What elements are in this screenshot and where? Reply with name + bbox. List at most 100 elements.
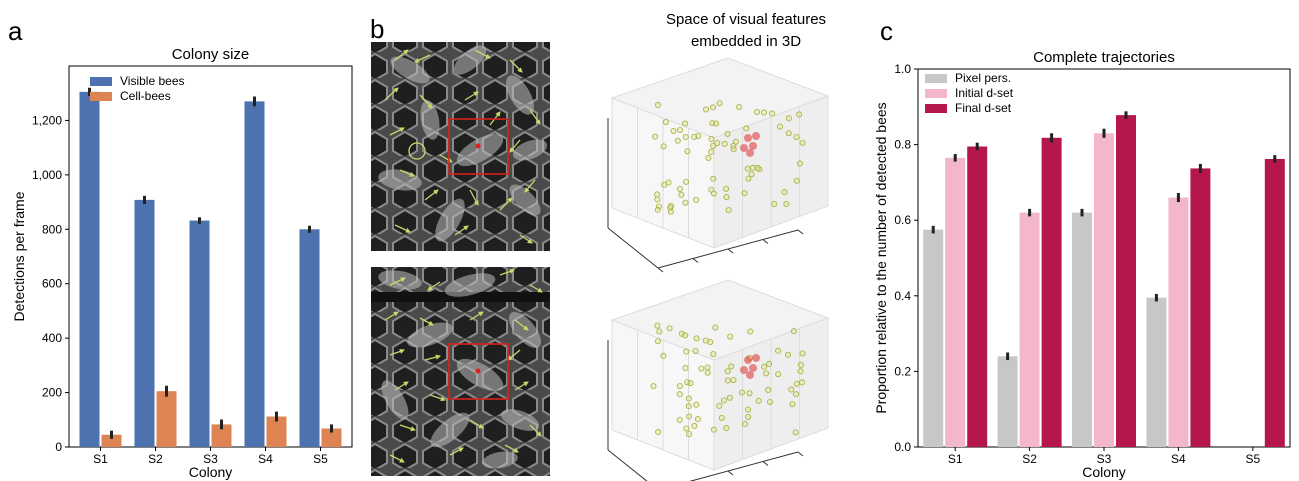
selected-point — [744, 356, 752, 364]
feature-point — [702, 337, 709, 344]
feature-point — [728, 363, 735, 370]
x-tick-label: S1 — [93, 452, 108, 466]
feature-point — [687, 380, 694, 387]
y-tick-label: 1,000 — [32, 168, 62, 182]
feature-point — [721, 140, 728, 147]
feature-point — [725, 207, 732, 214]
panel-letter-c: c — [880, 16, 893, 46]
crop-box-top — [448, 118, 509, 175]
selected-point — [752, 354, 760, 362]
bar-final-d-set — [1116, 115, 1136, 447]
feature-point — [667, 204, 674, 211]
feature-point — [693, 401, 700, 408]
feature-point — [693, 335, 700, 342]
feature-point — [732, 138, 739, 145]
bar-initial-d-set — [1168, 197, 1189, 447]
feature-point — [776, 123, 783, 130]
embed-tick — [762, 461, 769, 466]
legend-label: Pixel pers. — [955, 71, 1011, 85]
feature-point — [793, 380, 800, 387]
embed-tick — [727, 470, 734, 476]
bee-image-top — [371, 42, 550, 251]
legend-swatch — [925, 104, 947, 113]
feature-point — [745, 413, 752, 420]
crop-box-bottom — [448, 343, 509, 400]
feature-point — [765, 386, 772, 393]
feature-point — [710, 190, 717, 197]
x-tick-label: S1 — [948, 452, 963, 466]
feature-point — [745, 175, 752, 182]
selected-point — [740, 144, 748, 152]
bar-cell-bees — [266, 416, 287, 447]
feature-point — [790, 328, 797, 335]
embed-axis — [657, 229, 799, 269]
selected-point — [749, 364, 757, 372]
y-axis-label: Proportion relative to the number of det… — [873, 102, 889, 413]
chart-complete-trajectories: Complete trajectories 0.0 0.2 0.4 0.6 0.8 1.0 P… — [873, 49, 1291, 480]
motion-arrows-bottom — [384, 268, 543, 463]
feature-point — [694, 416, 701, 423]
y-tick-label: 0.6 — [894, 213, 911, 227]
embedding-3d-bottom — [607, 279, 830, 481]
feature-point — [724, 130, 731, 137]
feature-point — [793, 134, 800, 141]
bar-visible-bees — [299, 229, 320, 447]
feature-point — [746, 390, 753, 397]
x-tick-label: S5 — [313, 452, 328, 466]
feature-point — [793, 177, 800, 184]
feature-point — [710, 142, 717, 149]
feature-point — [745, 406, 752, 413]
feature-point — [684, 148, 691, 155]
motion-arrows-top — [384, 49, 541, 244]
feature-point — [682, 365, 689, 372]
feature-point — [670, 127, 677, 134]
feature-point — [692, 347, 699, 354]
feature-point — [755, 397, 762, 404]
feature-point — [714, 140, 721, 147]
y-tick-label: 600 — [42, 277, 62, 291]
bar-cell-bees — [211, 424, 232, 447]
legend-swatch — [925, 74, 947, 83]
feature-point — [718, 414, 725, 421]
feature-point — [686, 431, 693, 438]
selected-point — [746, 371, 754, 379]
feature-point — [654, 338, 661, 345]
feature-point — [652, 133, 659, 140]
feature-point — [741, 421, 748, 428]
bar-cell-bees — [321, 428, 342, 447]
feature-point — [713, 120, 720, 127]
feature-point — [747, 328, 754, 335]
feature-point — [710, 175, 717, 182]
feature-point — [654, 322, 661, 329]
x-axis-label: Colony — [189, 464, 233, 480]
feature-point — [716, 402, 723, 409]
bar-final-d-set — [967, 146, 988, 448]
feature-point — [775, 371, 782, 378]
feature-point — [708, 149, 715, 156]
y-tick-label: 400 — [42, 331, 62, 345]
bee-image-bottom — [371, 267, 550, 476]
feature-point — [654, 191, 661, 198]
feature-point — [655, 429, 662, 436]
feature-point — [799, 379, 806, 386]
embed-axis — [607, 449, 648, 481]
selected-point — [744, 134, 752, 142]
bar-cell-bees — [156, 391, 177, 447]
embed-axis — [607, 227, 659, 269]
feature-point — [654, 206, 661, 213]
embed-tick — [657, 267, 664, 273]
panel-letter-b: b — [370, 14, 384, 44]
bar-cell-bees — [101, 434, 122, 447]
feature-point — [724, 368, 731, 375]
bar-final-d-set — [1041, 137, 1062, 447]
y-tick-label: 0.0 — [894, 440, 911, 454]
crop-center-bottom — [475, 368, 481, 374]
feature-point — [676, 185, 683, 192]
feature-point — [726, 394, 733, 401]
feature-point — [686, 413, 693, 420]
x-tick-label: S2 — [1022, 452, 1037, 466]
bar-pixel-pers- — [997, 356, 1018, 447]
feature-point — [710, 351, 717, 358]
feature-point — [691, 422, 698, 429]
y-axis-label: Detections per frame — [11, 191, 27, 321]
